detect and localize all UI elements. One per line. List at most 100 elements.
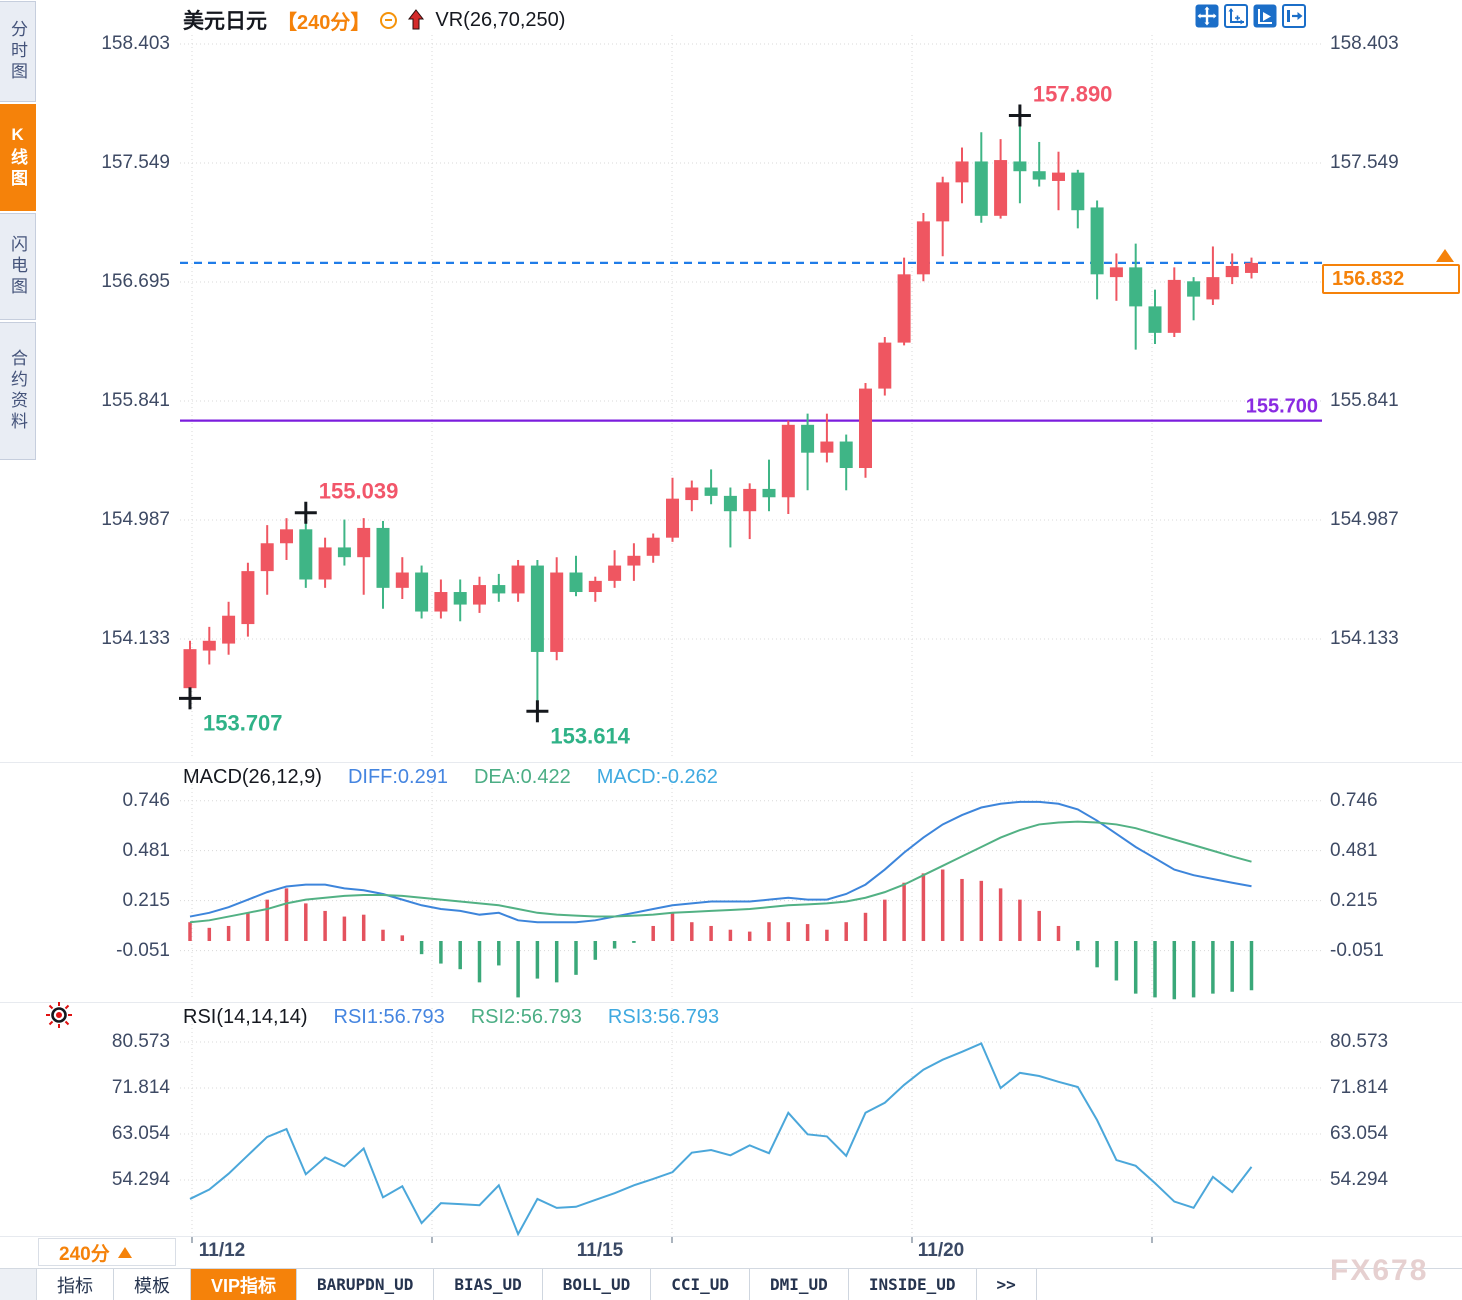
main-price-tick: 158.403 bbox=[101, 33, 170, 54]
chart-toolbar bbox=[1195, 4, 1306, 28]
sidebar-tab-time-chart[interactable]: 分时图 bbox=[0, 1, 36, 102]
price-up-triangle-icon bbox=[1436, 249, 1454, 262]
symbol-name: 美元日元 bbox=[183, 10, 267, 33]
bottom-tab->>[interactable]: >> bbox=[977, 1269, 1037, 1300]
main-price-tick: 156.695 bbox=[101, 270, 170, 292]
macd-diff-value: DIFF:0.291 bbox=[347, 766, 448, 788]
candle-body bbox=[337, 547, 351, 558]
macd-tick: 0.215 bbox=[1330, 889, 1378, 911]
rsi-tick: 54.294 bbox=[1330, 1169, 1389, 1191]
pan-crosshair-icon[interactable] bbox=[1195, 4, 1219, 28]
candle-body bbox=[801, 424, 815, 453]
bottom-tab-cci_ud[interactable]: CCI_UD bbox=[651, 1269, 751, 1300]
current-price-value: 156.832 bbox=[1332, 267, 1405, 290]
candle-body bbox=[183, 649, 197, 689]
candle-body bbox=[723, 495, 737, 512]
interval-selector-label: 240分 bbox=[59, 1243, 110, 1265]
candle-body bbox=[627, 555, 641, 566]
candle-body bbox=[1109, 267, 1123, 278]
candle-body bbox=[685, 487, 699, 501]
reference-lines: 155.700 bbox=[180, 261, 1322, 422]
bottom-tab-vip-[interactable]: VIP指标 bbox=[191, 1269, 298, 1300]
support-line-label: 155.700 bbox=[1246, 396, 1318, 418]
macd-header: MACD(26,12,9) DIFF:0.291 DEA:0.422 MACD:… bbox=[183, 766, 718, 789]
rsi-tick: 80.573 bbox=[111, 1031, 170, 1052]
macd-dea-value: DEA:0.422 bbox=[473, 766, 571, 788]
candle-body bbox=[762, 488, 776, 498]
rsi1-value: RSI1:56.793 bbox=[333, 1006, 445, 1028]
candle-body bbox=[897, 274, 911, 343]
collapse-indicator-icon[interactable] bbox=[380, 11, 398, 29]
candle-body bbox=[1187, 281, 1201, 297]
dock-right-icon[interactable] bbox=[1282, 4, 1306, 28]
macd-tick: 0.215 bbox=[122, 889, 170, 911]
sidebar-tab-lightning-chart[interactable]: 闪电图 bbox=[0, 213, 36, 320]
macd-pane bbox=[188, 800, 1254, 1000]
bottom-tab--[interactable]: 模板 bbox=[114, 1269, 191, 1300]
candle-body bbox=[743, 488, 757, 512]
candle-body bbox=[1167, 279, 1181, 333]
interval-label[interactable]: 【240分】 bbox=[277, 11, 371, 34]
main-price-tick: 154.133 bbox=[101, 627, 170, 649]
candle-body bbox=[1245, 262, 1258, 273]
pane-separator bbox=[0, 1236, 1462, 1237]
candle-body bbox=[608, 565, 622, 581]
candle-body bbox=[415, 572, 429, 612]
rsi-line bbox=[189, 1042, 1253, 1237]
rsi-header: RSI(14,14,14) RSI1:56.793 RSI2:56.793 RS… bbox=[183, 1006, 719, 1029]
candle-body bbox=[1129, 267, 1143, 307]
candle-body bbox=[299, 529, 313, 580]
tab-container: 指标 模板 VIP指标 BARUPDN_UD BIAS_UD BOLL_UD CCI_UD D… bbox=[37, 1269, 1037, 1300]
bottom-tab-barupdn_ud[interactable]: BARUPDN_UD bbox=[297, 1269, 435, 1300]
candle-body bbox=[955, 161, 969, 183]
candle-body bbox=[280, 529, 293, 544]
candle-body bbox=[1013, 161, 1027, 172]
bottom-tab-boll_ud[interactable]: BOLL_UD bbox=[543, 1269, 652, 1300]
candle-body bbox=[781, 424, 795, 498]
candle-body bbox=[1071, 172, 1085, 211]
rsi-title[interactable]: RSI(14,14,14) bbox=[183, 1006, 308, 1028]
bottom-tab-bias_ud[interactable]: BIAS_UD bbox=[434, 1269, 543, 1300]
bottom-tab-dmi_ud[interactable]: DMI_UD bbox=[750, 1269, 849, 1300]
candle-body bbox=[569, 572, 583, 593]
candle-body bbox=[260, 543, 274, 572]
candle-body bbox=[878, 342, 892, 389]
candle-body bbox=[646, 537, 660, 556]
candle-body bbox=[994, 160, 1008, 216]
macd-dea-line bbox=[189, 820, 1252, 924]
watermark: FX678 bbox=[1330, 1254, 1429, 1287]
interval-selector[interactable]: 240分 bbox=[38, 1238, 176, 1266]
candle-body bbox=[704, 487, 718, 496]
candle-body bbox=[202, 640, 216, 651]
macd-tick: 0.481 bbox=[1330, 839, 1378, 861]
candle-body bbox=[1032, 171, 1046, 180]
bottom-tab--[interactable]: 指标 bbox=[37, 1269, 114, 1300]
date-label: 11/15 bbox=[576, 1240, 624, 1261]
pane-separator bbox=[0, 762, 1462, 763]
candle-body bbox=[820, 441, 834, 453]
axis-scale-icon[interactable] bbox=[1224, 4, 1248, 28]
alert-blink-icon[interactable] bbox=[44, 1000, 74, 1030]
macd-title[interactable]: MACD(26,12,9) bbox=[183, 766, 322, 788]
sidebar-tab-contract-info[interactable]: 合约资料 bbox=[0, 322, 36, 460]
auto-scroll-icon[interactable] bbox=[1253, 4, 1277, 28]
candle-body bbox=[936, 182, 950, 222]
rsi-pane bbox=[189, 1042, 1253, 1237]
current-price-box: 156.832 bbox=[1322, 264, 1460, 294]
rsi-tick: 63.054 bbox=[1330, 1123, 1389, 1145]
rsi-tick: 71.814 bbox=[111, 1077, 170, 1098]
rsi-tick: 63.054 bbox=[111, 1123, 170, 1145]
extreme-price-label: 157.890 bbox=[1033, 81, 1113, 106]
extreme-price-label: 153.614 bbox=[550, 723, 630, 748]
chart-title-row: 美元日元 【240分】 VR(26,70,250) bbox=[183, 6, 565, 34]
main-price-tick: 155.841 bbox=[101, 389, 170, 411]
main-price-tick: 154.987 bbox=[101, 508, 170, 530]
vr-indicator-label[interactable]: VR(26,70,250) bbox=[435, 8, 566, 31]
candle-body bbox=[859, 388, 872, 469]
sidebar-tab-kline-chart[interactable]: K线图 bbox=[0, 104, 36, 211]
annotations: 153.707 155.039 153.614 157.890 bbox=[179, 81, 1112, 748]
extreme-price-label: 155.039 bbox=[319, 479, 399, 504]
bottom-tab-inside_ud[interactable]: INSIDE_UD bbox=[849, 1269, 977, 1300]
